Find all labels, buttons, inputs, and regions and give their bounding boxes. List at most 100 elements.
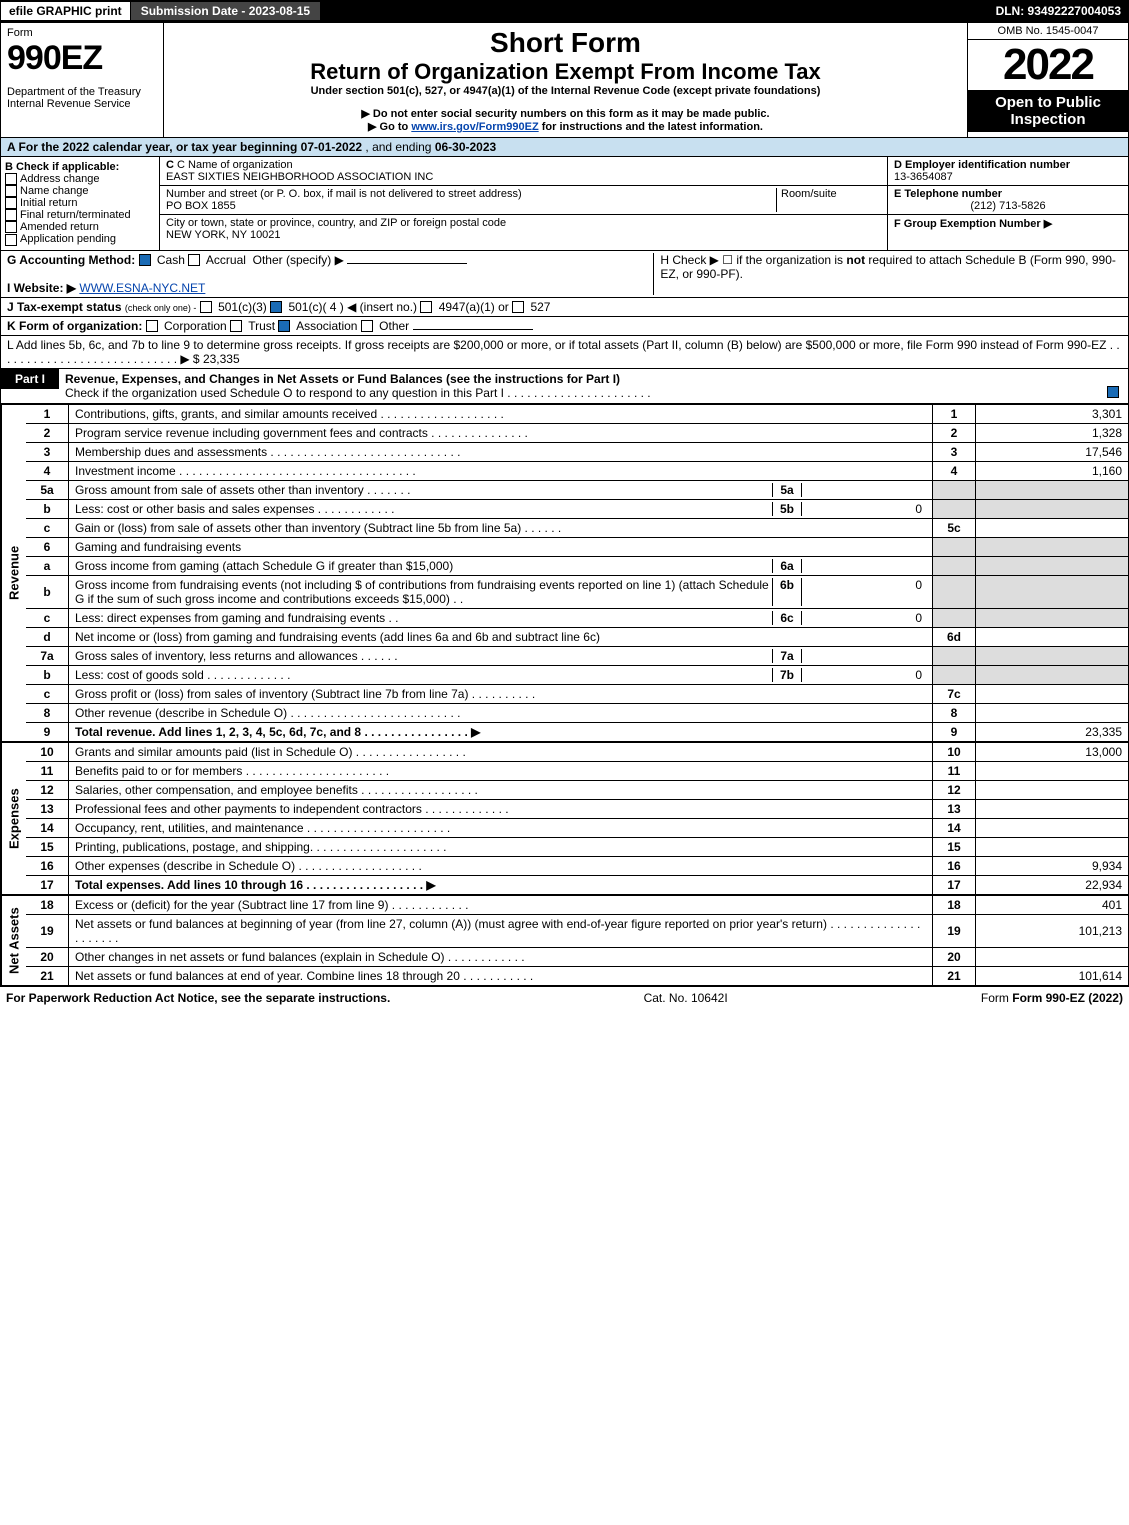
revenue-side-label: Revenue [1, 404, 26, 742]
revenue-section: Revenue 1Contributions, gifts, grants, a… [1, 404, 1128, 742]
line-6c: cLess: direct expenses from gaming and f… [26, 608, 1128, 627]
527-label: 527 [530, 300, 550, 314]
section-g: G Accounting Method: Cash Accrual Other … [7, 253, 653, 295]
note2-pre: ▶ Go to [368, 121, 411, 133]
line-6: 6Gaming and fundraising events [26, 537, 1128, 556]
chk-corporation[interactable] [146, 320, 158, 332]
chk-501c3[interactable] [200, 301, 212, 313]
section-l: L Add lines 5b, 6c, and 7b to line 9 to … [1, 336, 1128, 369]
tax-year: 2022 [968, 40, 1128, 90]
line-4: 4Investment income . . . . . . . . . . .… [26, 461, 1128, 480]
form-title-2: Return of Organization Exempt From Incom… [168, 59, 963, 85]
section-c-label: C C Name of organization [166, 159, 881, 171]
chk-other-org[interactable] [361, 320, 373, 332]
chk-final-return-label: Final return/terminated [20, 209, 131, 221]
expenses-section: Expenses 10Grants and similar amounts pa… [1, 742, 1128, 895]
net-assets-table: 18Excess or (deficit) for the year (Subt… [26, 895, 1128, 986]
form-header: Form 990EZ Department of the Treasury In… [1, 23, 1128, 138]
part-i-title-text: Revenue, Expenses, and Changes in Net As… [65, 372, 620, 386]
website-link[interactable]: WWW.ESNA-NYC.NET [79, 281, 205, 295]
section-b-label: B Check if applicable: [5, 161, 155, 173]
line-15: 15Printing, publications, postage, and s… [26, 837, 1128, 856]
irs-link[interactable]: www.irs.gov/Form990EZ [411, 121, 538, 133]
efile-print-button[interactable]: efile GRAPHIC print [0, 1, 131, 21]
city-value: NEW YORK, NY 10021 [166, 229, 881, 241]
submission-date: Submission Date - 2023-08-15 [131, 2, 320, 20]
open-to-public: Open to Public Inspection [968, 90, 1128, 132]
chk-initial-return-label: Initial return [20, 197, 77, 209]
accounting-method-label: G Accounting Method: [7, 253, 135, 267]
room-suite-label: Room/suite [776, 188, 881, 212]
chk-initial-return[interactable]: Initial return [5, 197, 155, 209]
other-method-input[interactable] [347, 263, 467, 264]
accrual-label: Accrual [206, 253, 246, 267]
expenses-table: 10Grants and similar amounts paid (list … [26, 742, 1128, 895]
street-label: Number and street (or P. O. box, if mail… [166, 188, 776, 200]
association-label: Association [296, 319, 357, 333]
other-method-label: Other (specify) ▶ [253, 253, 344, 267]
chk-amended-return[interactable]: Amended return [5, 221, 155, 233]
chk-cash[interactable] [139, 254, 151, 266]
form-title-block: Short Form Return of Organization Exempt… [164, 23, 967, 137]
other-org-input[interactable] [413, 329, 533, 330]
form-number: 990EZ [7, 39, 157, 78]
form-container: Form 990EZ Department of the Treasury In… [0, 22, 1129, 987]
form-label: Form [7, 27, 157, 39]
tax-year-end: 06-30-2023 [435, 140, 496, 154]
form-note-link: ▶ Go to www.irs.gov/Form990EZ for instru… [168, 120, 963, 133]
part-i-check-text: Check if the organization used Schedule … [65, 386, 651, 400]
line-20: 20Other changes in net assets or fund ba… [26, 947, 1128, 966]
section-c: C C Name of organization EAST SIXTIES NE… [160, 157, 887, 250]
chk-amended-return-label: Amended return [20, 221, 99, 233]
website-label: I Website: ▶ [7, 281, 76, 295]
top-bar: efile GRAPHIC print Submission Date - 20… [0, 0, 1129, 22]
group-exemption-label: F Group Exemption Number ▶ [894, 218, 1052, 230]
section-h-text1: H Check ▶ ☐ if the organization is [660, 253, 846, 267]
form-meta-block: OMB No. 1545-0047 2022 Open to Public In… [967, 23, 1128, 137]
chk-address-change-label: Address change [20, 173, 100, 185]
section-k: K Form of organization: Corporation Trus… [1, 317, 1128, 336]
form-id-block: Form 990EZ Department of the Treasury In… [1, 23, 164, 137]
line-7a: 7aGross sales of inventory, less returns… [26, 646, 1128, 665]
chk-address-change[interactable]: Address change [5, 173, 155, 185]
tax-exempt-sub: (check only one) - [125, 303, 197, 313]
chk-final-return[interactable]: Final return/terminated [5, 209, 155, 221]
part-i-label: Part I [1, 369, 59, 389]
line-2: 2Program service revenue including gover… [26, 423, 1128, 442]
chk-schedule-o[interactable] [1107, 386, 1119, 398]
line-7b: bLess: cost of goods sold . . . . . . . … [26, 665, 1128, 684]
org-name: EAST SIXTIES NEIGHBORHOOD ASSOCIATION IN… [166, 171, 881, 183]
line-12: 12Salaries, other compensation, and empl… [26, 780, 1128, 799]
org-name-label: C Name of organization [177, 159, 293, 171]
chk-4947[interactable] [420, 301, 432, 313]
net-assets-side-label: Net Assets [1, 895, 26, 986]
section-d-e-f: D Employer identification number 13-3654… [887, 157, 1128, 250]
chk-527[interactable] [512, 301, 524, 313]
501c-label: 501(c)( 4 ) ◀ (insert no.) [288, 300, 417, 314]
line-18: 18Excess or (deficit) for the year (Subt… [26, 895, 1128, 914]
line-6b: bGross income from fundraising events (n… [26, 575, 1128, 608]
expenses-side-label: Expenses [1, 742, 26, 895]
line-19: 19Net assets or fund balances at beginni… [26, 914, 1128, 947]
trust-label: Trust [248, 319, 275, 333]
dept-treasury: Department of the Treasury [7, 86, 157, 98]
line-14: 14Occupancy, rent, utilities, and mainte… [26, 818, 1128, 837]
line-17: 17Total expenses. Add lines 10 through 1… [26, 875, 1128, 894]
line-1: 1Contributions, gifts, grants, and simil… [26, 404, 1128, 423]
line-5b: bLess: cost or other basis and sales exp… [26, 499, 1128, 518]
chk-application-pending[interactable]: Application pending [5, 233, 155, 245]
dln-number: DLN: 93492227004053 [996, 4, 1129, 18]
chk-accrual[interactable] [188, 254, 200, 266]
501c3-label: 501(c)(3) [218, 300, 267, 314]
note2-post: for instructions and the latest informat… [539, 121, 763, 133]
phone-label: E Telephone number [894, 188, 1002, 200]
chk-name-change[interactable]: Name change [5, 185, 155, 197]
revenue-table: 1Contributions, gifts, grants, and simil… [26, 404, 1128, 742]
section-g-h: G Accounting Method: Cash Accrual Other … [1, 251, 1128, 298]
chk-501c[interactable] [270, 301, 282, 313]
omb-number: OMB No. 1545-0047 [968, 23, 1128, 40]
chk-trust[interactable] [230, 320, 242, 332]
chk-name-change-label: Name change [20, 185, 89, 197]
chk-association[interactable] [278, 320, 290, 332]
catalog-number: Cat. No. 10642I [644, 991, 728, 1005]
